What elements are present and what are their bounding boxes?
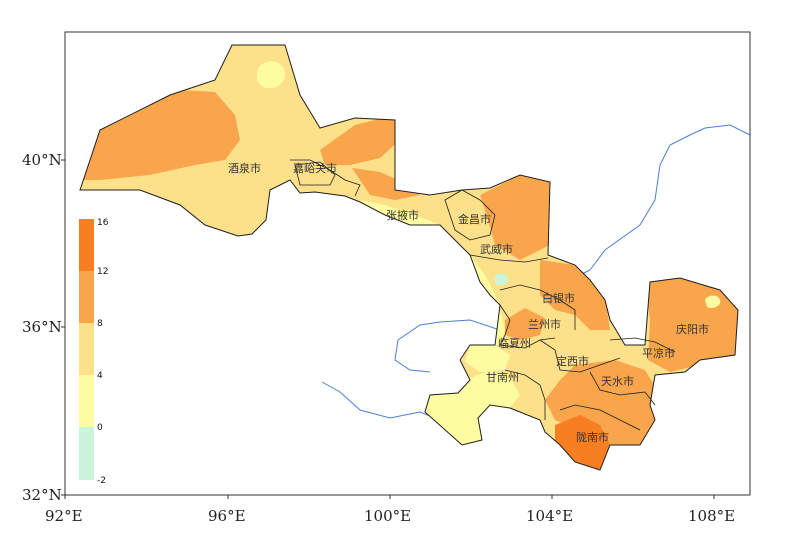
legend-swatch-0-4 xyxy=(79,375,94,427)
zone-neg2-0-dot xyxy=(494,273,509,286)
zone-0-4-qingyang-dot xyxy=(705,295,721,309)
boundary-jiuquan-jiayuguan xyxy=(290,159,361,197)
x-tick-label-104: 104°E xyxy=(526,507,573,525)
boundary-longnan xyxy=(559,404,641,431)
zone-8-12-baiyin xyxy=(540,260,610,330)
city-label-longnan: 陇南市 xyxy=(576,430,609,444)
boundary-pingliang xyxy=(609,337,676,353)
legend: 16 12 8 4 0 -2 xyxy=(79,218,109,486)
boundary-dingxi-gannan xyxy=(504,369,546,420)
boundary-dingxi xyxy=(539,339,621,373)
zone-0-4-linxia xyxy=(465,345,510,372)
zone-0-4-west-dot xyxy=(256,61,286,89)
boundary-zhangye-jinchang xyxy=(444,189,496,241)
axis-ticks xyxy=(61,159,715,499)
zone-8-12-jiayuguan-north xyxy=(320,115,400,165)
city-label-lanzhou: 兰州市 xyxy=(528,317,561,331)
legend-label-0: 0 xyxy=(97,423,103,433)
city-label-gannan: 甘南州 xyxy=(486,371,519,384)
yellow-river-upper xyxy=(559,124,751,286)
city-label-qingyang: 庆阳市 xyxy=(676,322,709,336)
city-label-linxia: 临夏州 xyxy=(498,336,531,350)
y-tick-label-40: 40°N xyxy=(22,151,62,169)
city-boundaries xyxy=(290,159,676,431)
city-label-jinchang: 金昌市 xyxy=(458,212,491,226)
x-tick-label-108: 108°E xyxy=(688,507,735,525)
boundary-tianshui xyxy=(589,371,656,406)
city-label-jiayuguan: 嘉峪关市 xyxy=(293,161,337,175)
legend-label-16: 16 xyxy=(97,218,109,228)
legend-swatch-neg2-0 xyxy=(79,427,94,480)
city-label-wuwei: 武威市 xyxy=(480,242,513,256)
boundary-wuwei-baiyin xyxy=(469,254,549,263)
zone-0-4-gannan xyxy=(425,370,520,445)
legend-swatch-12-16 xyxy=(79,219,94,271)
rivers xyxy=(321,124,751,421)
river-south xyxy=(321,381,441,421)
x-tick-label-100: 100°E xyxy=(364,507,411,525)
legend-swatch-8-12 xyxy=(79,271,94,323)
x-tick-label-96: 96°E xyxy=(208,507,246,525)
legend-label-neg2: -2 xyxy=(97,476,106,486)
plot-frame xyxy=(64,31,751,496)
boundary-jiayuguan-box xyxy=(294,161,336,186)
city-label-dingxi: 定西市 xyxy=(556,354,589,368)
y-tick-label-36: 36°N xyxy=(22,318,62,336)
city-label-tianshui: 天水市 xyxy=(601,374,634,388)
city-label-zhangye: 张掖市 xyxy=(386,208,419,222)
city-label-pingliang: 平凉市 xyxy=(642,346,675,360)
zone-8-12-northwest xyxy=(80,90,240,180)
legend-label-4: 4 xyxy=(97,371,103,381)
city-label-jiuquan: 酒泉市 xyxy=(228,161,261,175)
boundary-baiyin-lanzhou xyxy=(499,284,576,330)
zone-8-12-wuwei xyxy=(480,175,555,260)
y-tick-label-32: 32°N xyxy=(22,486,62,504)
river-west-loop xyxy=(394,319,501,373)
zone-8-12-zhangye xyxy=(352,168,420,200)
legend-label-8: 8 xyxy=(97,319,103,329)
legend-swatch-4-8 xyxy=(79,323,94,375)
city-label-baiyin: 白银市 xyxy=(542,291,575,305)
x-tick-label-92: 92°E xyxy=(45,507,83,525)
gansu-outline xyxy=(79,44,739,471)
legend-label-12: 12 xyxy=(97,267,108,277)
precip-field xyxy=(80,45,738,470)
zone-8-12-lanzhou xyxy=(505,308,545,340)
